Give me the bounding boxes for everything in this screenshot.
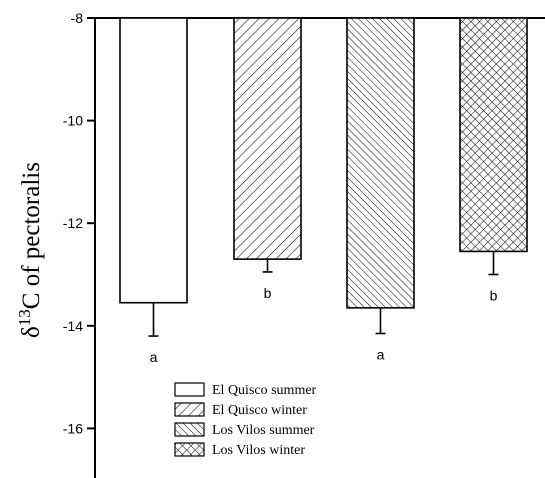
bar [233, 17, 302, 260]
legend-label: Los Vilos winter [212, 443, 305, 458]
y-tick-label: -12 [63, 215, 83, 231]
y-tick-label: -10 [63, 113, 83, 129]
y-tick-label: -14 [63, 318, 83, 334]
bar [459, 17, 528, 253]
significance-label: a [150, 349, 158, 365]
significance-label: b [490, 288, 498, 304]
y-tick-label: -8 [71, 10, 84, 26]
bar [119, 17, 188, 304]
legend-swatch [174, 442, 205, 457]
legend-label: El Quisco winter [212, 403, 307, 418]
legend-swatch [174, 422, 205, 437]
legend-swatch [174, 402, 205, 417]
significance-label: a [377, 346, 385, 362]
legend-label: El Quisco summer [212, 383, 317, 398]
legend: El Quisco summer El Quisco winter Los Vilo… [174, 382, 317, 458]
y-tick-label: -16 [63, 420, 83, 436]
bars-group: a b a b [119, 17, 528, 365]
bar [346, 17, 415, 309]
significance-label: b [264, 285, 272, 301]
legend-swatch [174, 382, 205, 397]
y-axis-label: δ13C of pectoralis [15, 162, 45, 338]
legend-label: Los Vilos summer [212, 423, 315, 438]
